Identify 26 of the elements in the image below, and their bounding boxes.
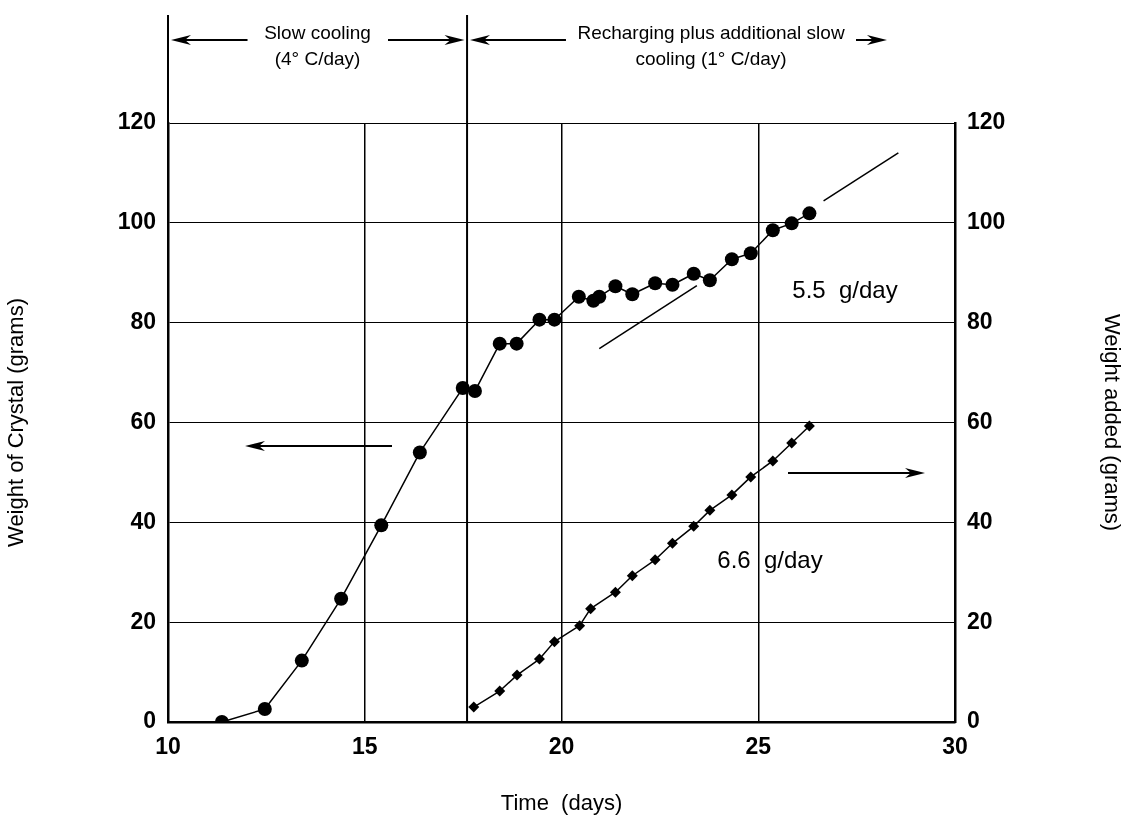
annotation: 6.6 g/day: [716, 545, 824, 575]
y-tick-label: 40: [130, 507, 156, 534]
x-tick-label: 10: [155, 733, 181, 760]
text: Recharging plus additional slow cooling (1° C/day): [576, 21, 846, 71]
annotation: 5.5 g/day: [791, 275, 899, 305]
x-tick-label: 25: [745, 733, 772, 760]
y2-tick-label: 80: [967, 308, 993, 335]
y2-tick-label: 0: [967, 707, 980, 734]
y-tick-label: 80: [130, 308, 156, 335]
x-tick-label: 30: [942, 733, 968, 760]
y2-axis-title: Weight added (grams): [1099, 313, 1125, 532]
text: Slow cooling (4° C/day): [263, 21, 372, 71]
y-tick-label: 100: [117, 208, 156, 235]
y-tick-label: 120: [117, 108, 156, 135]
y-axis-title: Weight of Crystal (grams): [3, 298, 29, 547]
y-tick-label: 60: [130, 407, 156, 434]
y2-tick-label: 40: [967, 507, 993, 534]
y2-tick-label: 120: [967, 108, 1006, 135]
x-tick-label: 15: [351, 733, 378, 760]
x-tick-label: 20: [548, 733, 575, 760]
y2-tick-label: 20: [967, 607, 993, 634]
y2-tick-label: 60: [967, 407, 993, 434]
y2-tick-label: 100: [967, 208, 1006, 235]
x-axis-title: Time (days): [500, 789, 623, 815]
y-tick-label: 0: [143, 707, 156, 734]
y-tick-label: 20: [130, 607, 156, 634]
